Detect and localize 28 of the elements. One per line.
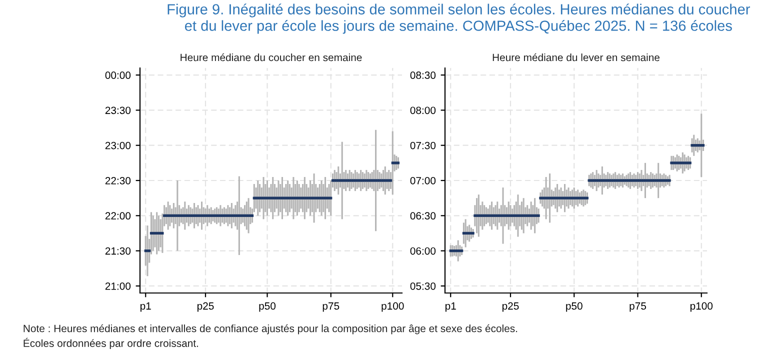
- x-tick-label: p50: [566, 302, 582, 312]
- y-tick-label: 07:30: [410, 142, 436, 150]
- y-tick-label: 00:00: [105, 72, 131, 79]
- y-tick-label: 05:30: [410, 282, 436, 290]
- y-tick-label: 08:30: [410, 72, 436, 79]
- y-tick-label: 21:30: [105, 247, 131, 255]
- y-tick-label: 06:00: [410, 247, 436, 255]
- x-tick-label: p75: [322, 302, 340, 312]
- y-tick-label: 08:00: [410, 106, 436, 114]
- x-tick-label: p1: [445, 302, 456, 312]
- y-tick-label: 22:00: [105, 212, 131, 220]
- x-tick-label: p25: [502, 302, 519, 312]
- x-tick-label: p75: [630, 302, 646, 312]
- y-tick-label: 23:00: [105, 142, 131, 150]
- x-tick-label: p1: [140, 302, 151, 312]
- y-tick-label: 21:00: [105, 282, 131, 290]
- x-tick-label: p25: [197, 302, 214, 312]
- x-tick-label: p100: [690, 302, 713, 312]
- x-tick-label: p100: [382, 302, 404, 312]
- y-tick-label: 06:30: [410, 212, 436, 220]
- text: Note : Heures médianes et intervalles de confiance ajustés pour la composition par âge et sexe des écoles. Écoles ordonnées par ordre croissant.: [24, 324, 518, 350]
- x-tick-label: p50: [259, 302, 276, 312]
- chart-title: Heure médiane du lever en semaine: [492, 53, 660, 62]
- caption: Figure 9. Inégalité des besoins de sommeil selon les écoles. Heures médianes du coucher et du lever par école les jours de semaine. COMPASS-Québec 2025. N = 136 écoles: [168, 4, 750, 34]
- y-tick-label: 07:00: [410, 177, 436, 184]
- y-tick-label: 23:30: [105, 106, 131, 114]
- y-tick-label: 22:30: [105, 177, 131, 184]
- chart-title: Heure médiane du coucher en semaine: [180, 53, 362, 62]
